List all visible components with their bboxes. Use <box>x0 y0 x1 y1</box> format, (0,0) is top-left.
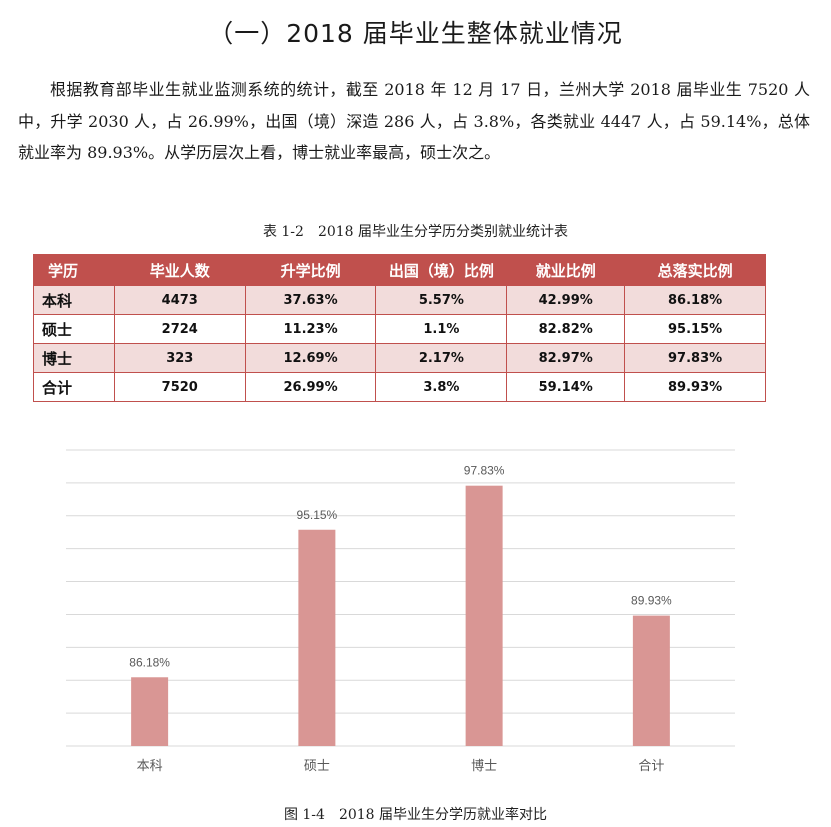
table-cell: 硕士 <box>33 314 115 344</box>
header-cell-degree: 学历 <box>33 254 115 286</box>
table-cell: 博士 <box>33 343 115 373</box>
figure-caption: 图 1-4 2018 届毕业生分学历就业率对比 <box>283 807 548 823</box>
chart-data-label: 97.83% <box>464 464 505 478</box>
table-cell: 2.17% <box>375 343 508 373</box>
table-cell: 95.15% <box>624 314 766 344</box>
chart-bar <box>298 529 336 746</box>
section-heading: （一）2018 届毕业生整体就业情况 <box>208 19 623 48</box>
table-cell: 1.1% <box>375 314 508 344</box>
chart-data-label: 86.18% <box>129 655 170 669</box>
table-cell: 5.57% <box>375 285 508 315</box>
employment-rate-bar-chart: 86.18% 本科 95.15% 硕士 97.83% 博士 89.93% 合计 <box>66 449 735 774</box>
table-cell: 42.99% <box>506 285 626 315</box>
table-cell: 26.99% <box>244 372 377 402</box>
chart-data-label: 95.15% <box>297 508 338 522</box>
table-cell: 本科 <box>33 285 115 315</box>
table-cell: 7520 <box>113 372 246 402</box>
chart-data-label: 89.93% <box>631 594 672 608</box>
chart-bar <box>131 677 169 746</box>
header-cell-graduates: 毕业人数 <box>113 254 246 286</box>
header-cell-employment: 就业比例 <box>506 254 626 286</box>
table-row: 博士 323 12.69% 2.17% 82.97% 97.83% <box>33 343 766 373</box>
table-cell: 37.63% <box>244 285 377 315</box>
chart-category-label: 本科 <box>137 759 163 774</box>
table-cell: 11.23% <box>244 314 377 344</box>
chart-category-label: 博士 <box>471 759 497 774</box>
chart-bar <box>632 615 670 746</box>
summary-paragraph: 根据教育部毕业生就业监测系统的统计，截至 2018 年 12 月 17 日，兰州… <box>18 80 810 162</box>
table-cell: 89.93% <box>624 372 766 402</box>
table-cell: 3.8% <box>375 372 508 402</box>
table-cell: 82.97% <box>506 343 626 373</box>
header-cell-further-study: 升学比例 <box>244 254 377 286</box>
table-cell: 12.69% <box>244 343 377 373</box>
table-cell: 59.14% <box>506 372 626 402</box>
header-cell-abroad: 出国（境）比例 <box>375 254 508 286</box>
table-cell: 合计 <box>33 372 115 402</box>
chart-category-label: 硕士 <box>304 759 330 774</box>
table-row: 硕士 2724 11.23% 1.1% 82.82% 95.15% <box>33 314 766 344</box>
table-header-row: 学历 毕业人数 升学比例 出国（境）比例 就业比例 总落实比例 <box>33 254 766 286</box>
header-cell-total: 总落实比例 <box>624 254 766 286</box>
chart-category-label: 合计 <box>638 759 664 774</box>
table-row: 本科 4473 37.63% 5.57% 42.99% 86.18% <box>33 285 766 315</box>
employment-stats-table: 学历 毕业人数 升学比例 出国（境）比例 就业比例 总落实比例 本科 4473 … <box>33 254 766 402</box>
table-caption: 表 1-2 2018 届毕业生分学历分类别就业统计表 <box>262 224 569 240</box>
chart-bar <box>465 485 503 746</box>
table-cell: 82.82% <box>506 314 626 344</box>
table-row: 合计 7520 26.99% 3.8% 59.14% 89.93% <box>33 372 766 402</box>
table-cell: 4473 <box>113 285 246 315</box>
table-cell: 323 <box>113 343 246 373</box>
table-cell: 86.18% <box>624 285 766 315</box>
table-cell: 97.83% <box>624 343 766 373</box>
table-cell: 2724 <box>113 314 246 344</box>
